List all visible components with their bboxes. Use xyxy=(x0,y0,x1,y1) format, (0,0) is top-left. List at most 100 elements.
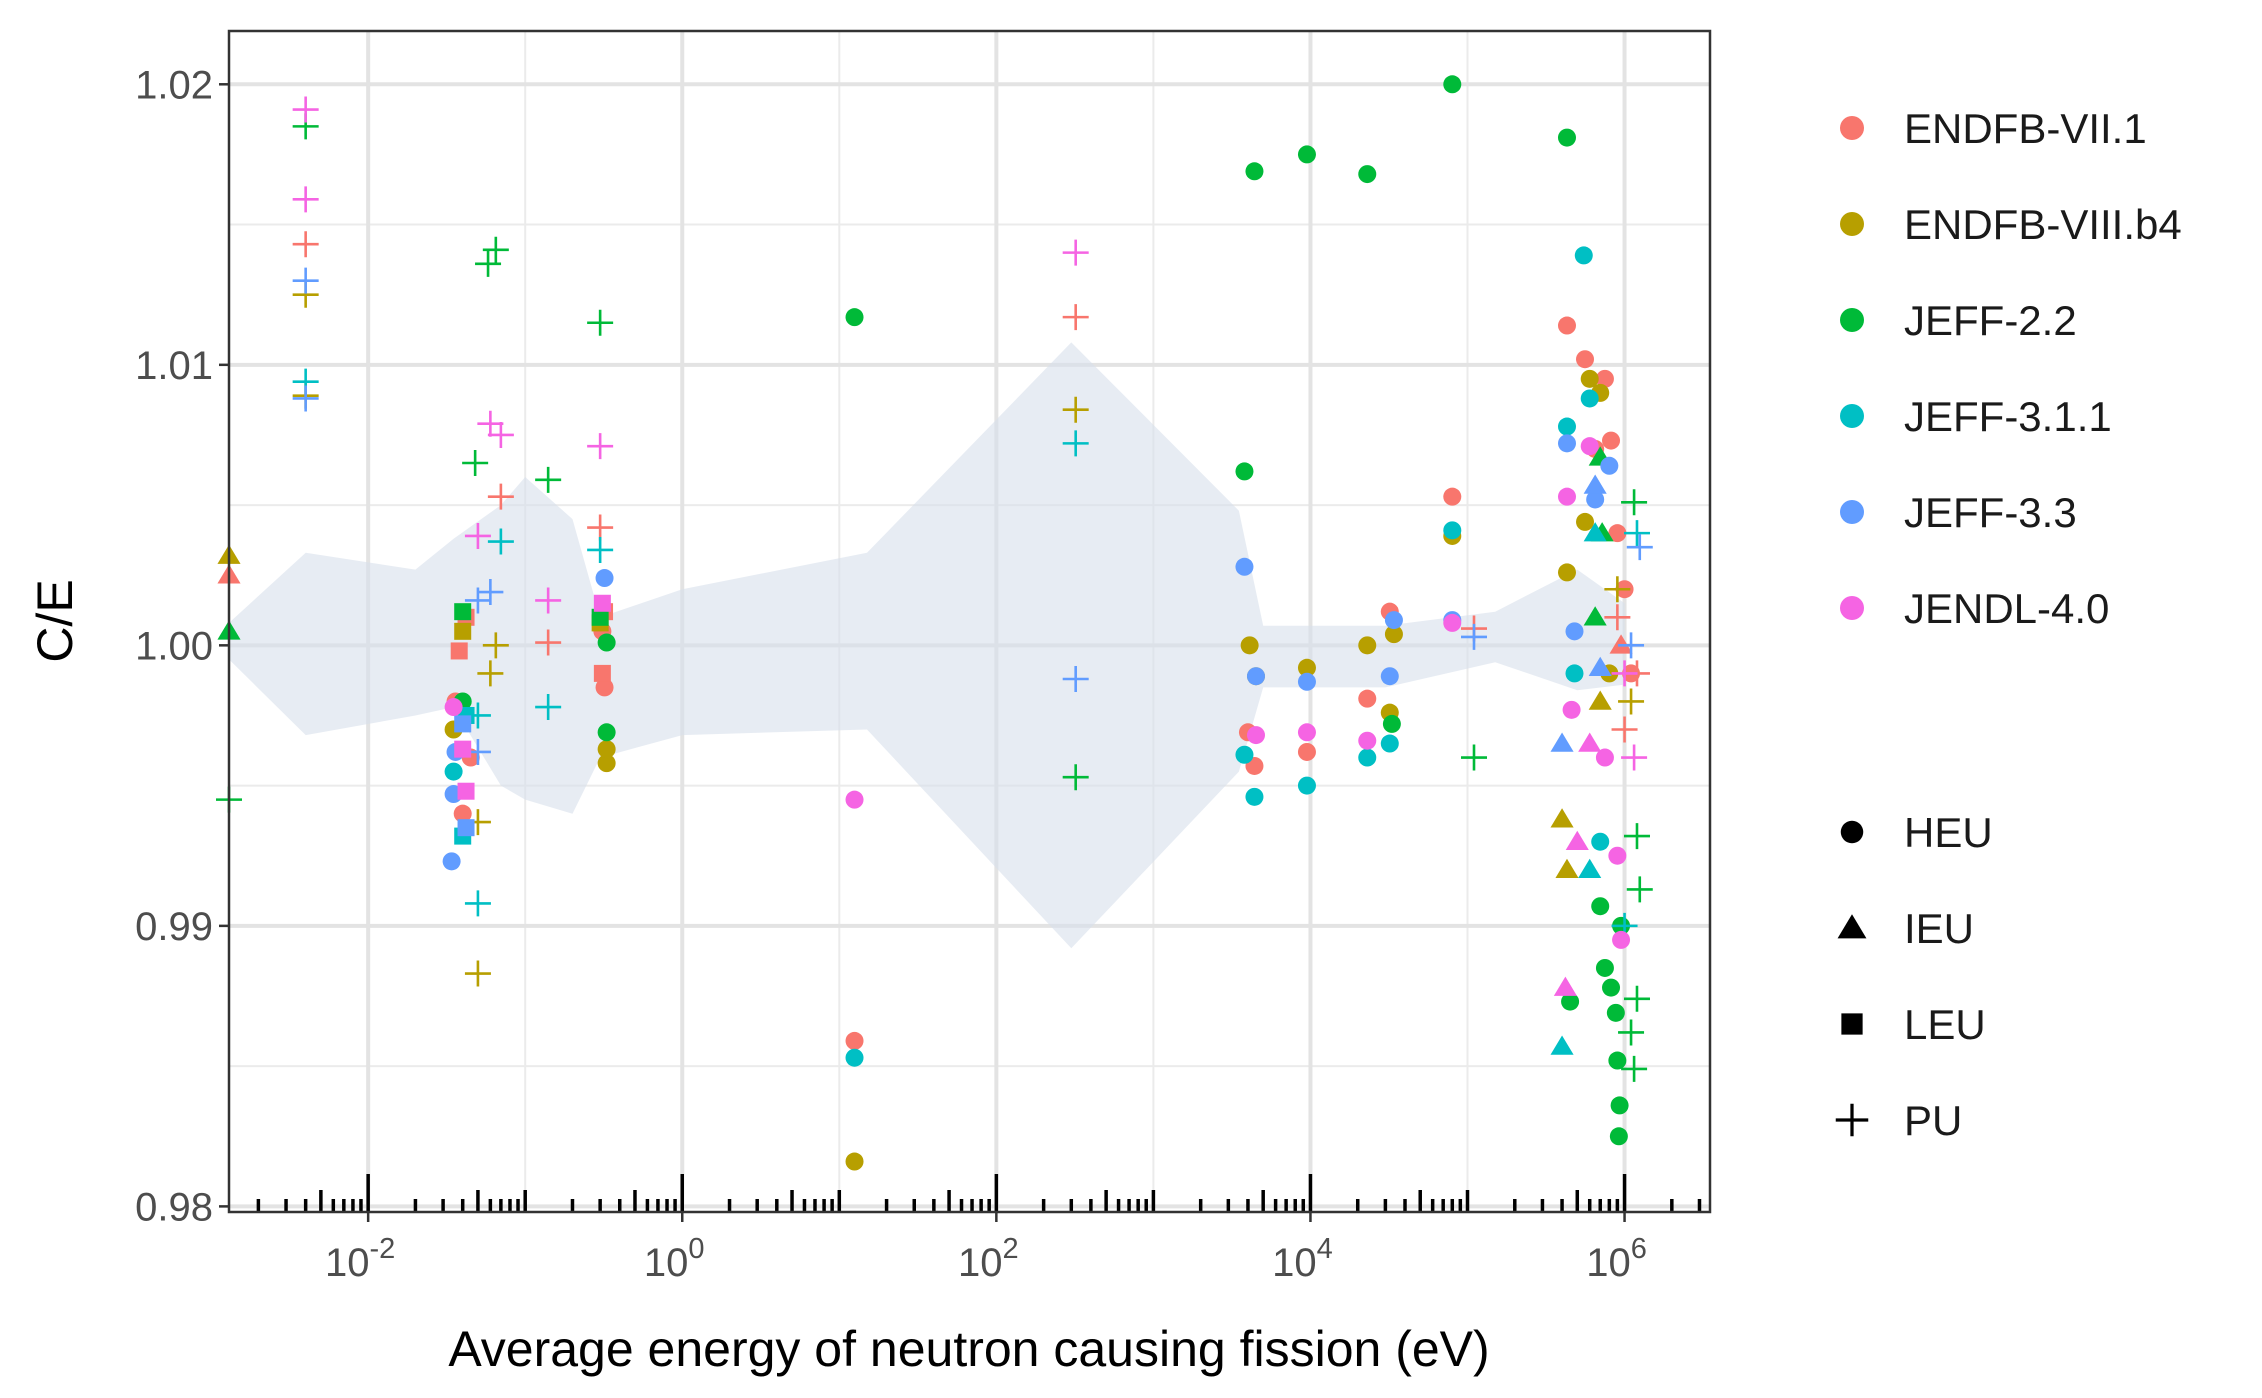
data-point xyxy=(1297,776,1316,795)
data-point xyxy=(1245,162,1264,181)
data-point xyxy=(444,762,463,781)
data-point xyxy=(475,250,502,277)
data-point xyxy=(1557,487,1576,506)
x-tick-label: 102 xyxy=(958,1233,1019,1285)
legend-label-fuel: LEU xyxy=(1904,1001,1986,1048)
legend-key-fuel xyxy=(1841,1013,1863,1035)
data-point xyxy=(845,1031,864,1050)
data-point xyxy=(1235,557,1254,576)
y-tick-label: 0.98 xyxy=(135,1185,213,1229)
rug-layer xyxy=(256,1174,1702,1212)
data-point xyxy=(1595,369,1614,388)
legend-key-fuel xyxy=(1840,820,1864,844)
data-point xyxy=(587,536,614,563)
data-point xyxy=(1443,613,1462,632)
points-layer xyxy=(216,75,1653,1171)
data-point xyxy=(1576,350,1595,369)
data-point xyxy=(1608,1051,1627,1070)
data-point xyxy=(597,740,616,759)
data-point xyxy=(462,450,489,477)
data-point xyxy=(1557,316,1576,335)
data-point xyxy=(464,890,491,917)
data-point xyxy=(1576,512,1595,531)
data-point xyxy=(597,754,616,773)
data-point xyxy=(1565,622,1584,641)
data-point xyxy=(535,466,562,493)
data-point xyxy=(482,632,509,659)
data-point xyxy=(1297,658,1316,677)
data-point xyxy=(487,421,514,448)
x-tick-label: 106 xyxy=(1586,1233,1647,1285)
legend-key-library xyxy=(1840,212,1864,236)
data-point xyxy=(1626,876,1653,903)
data-point xyxy=(597,723,616,742)
x-tick-base: 10 xyxy=(325,1241,370,1285)
data-point xyxy=(535,629,562,656)
data-point xyxy=(1565,830,1589,850)
data-point xyxy=(1297,145,1316,164)
x-tick-base: 10 xyxy=(644,1241,689,1285)
data-point xyxy=(1595,958,1614,977)
data-point xyxy=(1602,431,1621,450)
data-point xyxy=(587,514,614,541)
data-point xyxy=(1621,1055,1648,1082)
x-tick-exponent: -2 xyxy=(370,1233,396,1265)
data-point xyxy=(595,678,614,697)
x-axis-title: Average energy of neutron causing fissio… xyxy=(448,1321,1489,1377)
data-point xyxy=(1612,930,1631,949)
data-point xyxy=(454,622,472,640)
data-point xyxy=(1580,369,1599,388)
data-point xyxy=(1443,487,1462,506)
x-axis: 10-2 100 102 104 106 xyxy=(325,1212,1647,1285)
data-point xyxy=(1586,490,1605,509)
data-point xyxy=(1557,434,1576,453)
data-point xyxy=(1621,744,1648,771)
data-point xyxy=(292,267,319,294)
data-point xyxy=(587,309,614,336)
data-point xyxy=(1461,744,1488,771)
data-point xyxy=(1578,732,1602,752)
x-tick-label: 104 xyxy=(1272,1233,1333,1285)
data-point xyxy=(845,790,864,809)
data-point xyxy=(535,694,562,721)
data-point xyxy=(845,308,864,327)
x-tick-exponent: 0 xyxy=(688,1233,704,1265)
data-point xyxy=(591,608,609,626)
data-point xyxy=(477,410,504,437)
y-tick-label: 0.99 xyxy=(135,905,213,949)
legend-key-library xyxy=(1840,404,1864,428)
data-point xyxy=(593,664,611,682)
data-point xyxy=(1461,623,1488,650)
data-point xyxy=(1623,823,1650,850)
data-point xyxy=(1623,985,1650,1012)
data-point xyxy=(1550,732,1574,752)
data-point xyxy=(1565,664,1584,683)
data-point xyxy=(1245,787,1264,806)
data-point xyxy=(1621,489,1648,516)
x-tick-exponent: 2 xyxy=(1003,1233,1019,1265)
data-point xyxy=(1246,667,1265,686)
data-point xyxy=(442,852,461,871)
data-point xyxy=(457,819,475,837)
data-point xyxy=(453,804,472,823)
data-point xyxy=(1297,723,1316,742)
data-point xyxy=(1623,520,1650,547)
legend-libraries: ENDFB-VII.1 ENDFB-VIII.b4 JEFF-2.2 JEFF-3.1… xyxy=(1840,105,2182,632)
data-point xyxy=(1611,660,1638,687)
data-point xyxy=(1382,714,1401,733)
y-axis-title: C/E xyxy=(27,579,83,662)
data-point xyxy=(1611,716,1638,743)
data-point xyxy=(457,782,475,800)
x-tick-base: 10 xyxy=(1272,1241,1317,1285)
data-point xyxy=(450,642,468,660)
data-point xyxy=(1618,1019,1645,1046)
legend-label-library: JEFF-3.3 xyxy=(1904,489,2077,536)
data-point xyxy=(1297,742,1316,761)
data-point xyxy=(1609,634,1633,654)
data-point xyxy=(454,715,472,733)
data-point xyxy=(1578,858,1602,879)
data-point xyxy=(1384,611,1403,630)
data-point xyxy=(1604,576,1631,603)
data-point xyxy=(292,96,319,123)
